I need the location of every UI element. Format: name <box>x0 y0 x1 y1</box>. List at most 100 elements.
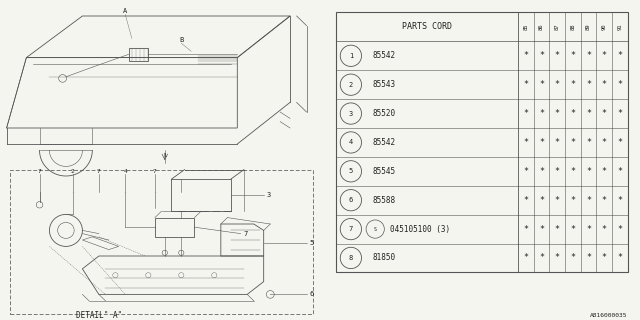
Text: DETAIL" A": DETAIL" A" <box>76 311 122 320</box>
Text: 5: 5 <box>349 168 353 174</box>
Text: 88: 88 <box>570 24 575 30</box>
Text: *: * <box>586 196 591 205</box>
Text: *: * <box>586 109 591 118</box>
Bar <box>336 12 627 272</box>
Bar <box>172 179 231 211</box>
Text: 87: 87 <box>555 24 559 30</box>
Text: 81850: 81850 <box>372 253 396 262</box>
Text: *: * <box>617 138 622 147</box>
Text: *: * <box>602 225 607 234</box>
Text: 1: 1 <box>349 53 353 59</box>
Text: *: * <box>555 253 559 262</box>
Text: 7: 7 <box>349 226 353 232</box>
Text: *: * <box>555 225 559 234</box>
Text: *: * <box>524 109 529 118</box>
Text: *: * <box>617 51 622 60</box>
Text: 3: 3 <box>267 192 271 198</box>
Text: *: * <box>570 167 575 176</box>
Text: *: * <box>602 51 607 60</box>
Text: *: * <box>617 225 622 234</box>
Text: *: * <box>555 167 559 176</box>
Text: *: * <box>539 109 544 118</box>
Text: *: * <box>555 51 559 60</box>
Text: 2: 2 <box>70 169 74 174</box>
Text: 4: 4 <box>349 140 353 145</box>
Text: *: * <box>555 109 559 118</box>
Text: *: * <box>602 196 607 205</box>
Bar <box>129 48 148 61</box>
Text: 2: 2 <box>349 82 353 88</box>
Text: *: * <box>570 138 575 147</box>
Text: *: * <box>539 196 544 205</box>
Text: .: . <box>269 292 271 296</box>
Text: *: * <box>524 80 529 89</box>
Text: *: * <box>539 253 544 262</box>
Text: *: * <box>555 196 559 205</box>
Text: 3: 3 <box>349 110 353 116</box>
Text: S: S <box>374 227 376 232</box>
Text: *: * <box>524 138 529 147</box>
Text: 85543: 85543 <box>372 80 396 89</box>
Text: 85545: 85545 <box>372 167 396 176</box>
Text: *: * <box>539 51 544 60</box>
Text: l: l <box>163 153 166 158</box>
Text: 91: 91 <box>617 24 622 30</box>
Text: *: * <box>570 51 575 60</box>
Text: 85542: 85542 <box>372 138 396 147</box>
Text: *: * <box>539 167 544 176</box>
Text: *: * <box>586 51 591 60</box>
Text: *: * <box>524 253 529 262</box>
Bar <box>10 170 313 314</box>
Text: *: * <box>602 138 607 147</box>
Text: 85520: 85520 <box>372 109 396 118</box>
Text: *: * <box>617 196 622 205</box>
Text: A816000035: A816000035 <box>589 313 627 318</box>
Text: PARTS CORD: PARTS CORD <box>402 22 452 31</box>
Text: *: * <box>524 225 529 234</box>
Text: 6: 6 <box>349 197 353 203</box>
Text: A: A <box>123 8 127 14</box>
Text: 6: 6 <box>310 292 314 297</box>
Text: *: * <box>602 253 607 262</box>
Text: *: * <box>602 80 607 89</box>
Text: 85: 85 <box>524 24 529 30</box>
Text: 89: 89 <box>586 24 591 30</box>
Text: *: * <box>586 80 591 89</box>
Text: 85542: 85542 <box>372 51 396 60</box>
Text: *: * <box>539 138 544 147</box>
Text: *: * <box>586 253 591 262</box>
Text: 90: 90 <box>602 24 607 30</box>
Text: *: * <box>602 109 607 118</box>
Text: *: * <box>617 167 622 176</box>
Text: *: * <box>570 225 575 234</box>
Bar <box>155 218 195 237</box>
Text: 4: 4 <box>124 169 127 174</box>
Text: *: * <box>617 80 622 89</box>
Text: *: * <box>570 253 575 262</box>
Text: *: * <box>586 225 591 234</box>
Text: *: * <box>586 138 591 147</box>
Text: *: * <box>617 253 622 262</box>
Text: 7: 7 <box>244 231 248 236</box>
Text: B: B <box>179 36 184 43</box>
Text: *: * <box>570 109 575 118</box>
Text: 85588: 85588 <box>372 196 396 205</box>
Text: *: * <box>555 80 559 89</box>
Text: 045105100 (3): 045105100 (3) <box>390 225 451 234</box>
Text: *: * <box>570 80 575 89</box>
Text: 86: 86 <box>539 24 544 30</box>
Text: *: * <box>524 167 529 176</box>
Text: *: * <box>586 167 591 176</box>
Text: *: * <box>539 80 544 89</box>
Text: 7: 7 <box>38 169 42 174</box>
Text: 7: 7 <box>153 169 157 174</box>
Text: *: * <box>570 196 575 205</box>
Text: 5: 5 <box>310 240 314 246</box>
Text: *: * <box>555 138 559 147</box>
Text: *: * <box>524 51 529 60</box>
Text: *: * <box>617 109 622 118</box>
Text: *: * <box>539 225 544 234</box>
Text: 7: 7 <box>97 169 100 174</box>
Text: *: * <box>602 167 607 176</box>
Text: 8: 8 <box>349 255 353 261</box>
